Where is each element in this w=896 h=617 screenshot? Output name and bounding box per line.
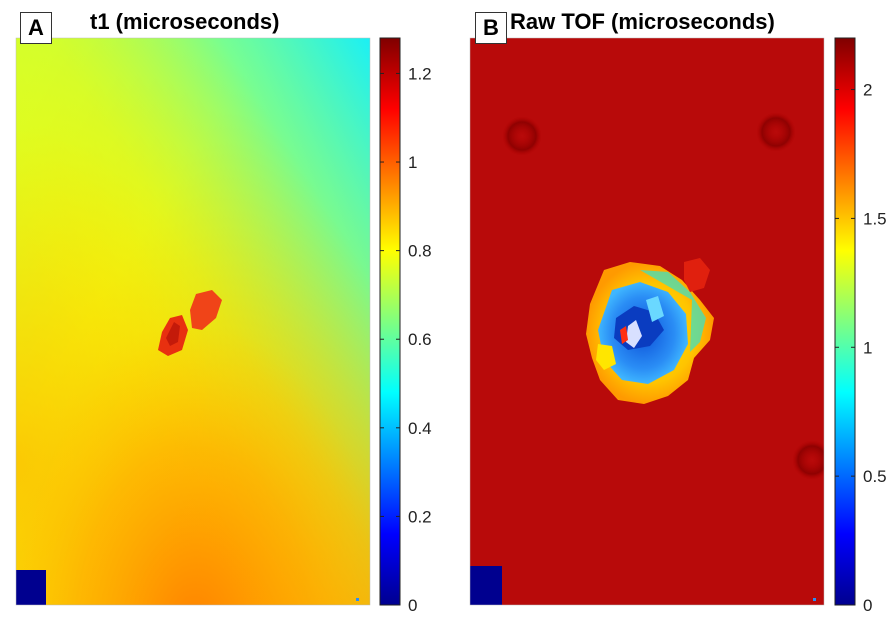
- panel-a-defect-spot-2: [190, 290, 222, 330]
- panel-b-colorbar-tick-label: 0: [863, 596, 872, 615]
- panel-a-colorbar-tick-label: 0.6: [408, 330, 432, 349]
- panel-a-title: t1 (microseconds): [90, 9, 280, 34]
- panel-b-colorbar: [834, 37, 856, 606]
- panel-a-colorbar-ticks: 0 0.2 0.4 0.6 0.8 1 1.2: [380, 64, 432, 615]
- panel-b-hole-1: [502, 116, 542, 156]
- panel-b-colorbar-tick-label: 1.5: [863, 209, 887, 228]
- panel-b-zero-block: [470, 566, 502, 605]
- panel-a-colorbar-tick-label: 0.8: [408, 242, 432, 261]
- panel-a-colorbar-tick-label: 1: [408, 153, 417, 172]
- panel-a-colorbar-tick-label: 0.2: [408, 507, 432, 526]
- panel-b-colorbar-ticks: 0 0.5 1 1.5 2: [835, 81, 887, 615]
- panel-b-title: Raw TOF (microseconds): [510, 9, 775, 34]
- panel-b-colorbar-tick-label: 1: [863, 338, 872, 357]
- panel-a-colorbar: [379, 37, 401, 606]
- panel-a-colorbar-tick-label: 0.4: [408, 419, 432, 438]
- panel-b-hole-3: [792, 440, 824, 480]
- panel-b-colorbar-tick-label: 0.5: [863, 467, 887, 486]
- panel-a-label: A: [20, 12, 52, 44]
- panel-b-hole-2: [756, 112, 796, 152]
- panel-a-colorbar-tick-label: 0: [408, 596, 417, 615]
- panel-b-heatmap: [470, 38, 824, 605]
- panel-a-zero-block: [16, 570, 46, 605]
- panel-a-heatmap: [16, 38, 370, 605]
- panel-b-colorbar-tick-label: 2: [863, 81, 872, 100]
- panel-b-label: B: [475, 12, 507, 44]
- panel-a-colorbar-tick-label: 1.2: [408, 64, 432, 83]
